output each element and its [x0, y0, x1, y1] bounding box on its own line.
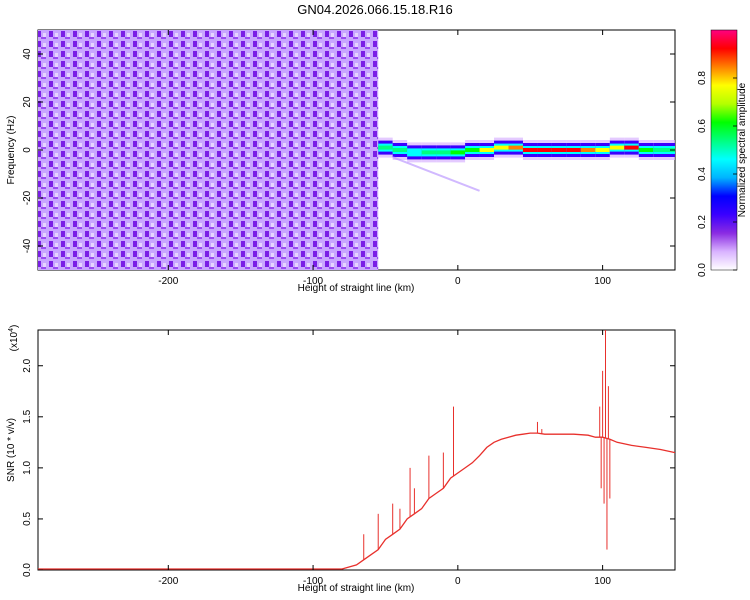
signal-band-core [624, 145, 639, 150]
colorbar-tick-label: 0.0 [697, 263, 708, 277]
signal-band-core [421, 150, 437, 155]
x-tick-label: 0 [455, 276, 461, 287]
signal-band-core [508, 145, 523, 150]
signal-band-core [551, 148, 567, 152]
spectrogram-y-label: Frequency (Hz) [6, 116, 17, 185]
snr-y-label: SNR (10 * v/v) [6, 418, 17, 482]
y-tick-label: 40 [22, 48, 33, 60]
y-tick-label: 0.5 [22, 512, 33, 526]
x-tick-label: -100 [303, 576, 323, 587]
x-tick-label: 0 [455, 576, 461, 587]
signal-band-core [494, 145, 509, 150]
signal-band-core [378, 145, 393, 150]
signal-band-core [522, 148, 538, 152]
signal-band-core [566, 148, 581, 152]
x-tick-label: -100 [303, 276, 323, 287]
y-tick-label: -20 [22, 190, 33, 205]
figure-title: GN04.2026.066.15.18.R16 [297, 2, 453, 17]
signal-band-core [595, 148, 610, 152]
colorbar-tick-label: 0.6 [697, 119, 708, 133]
spectrogram-y-ticks: -40 -20 0 20 40 [22, 48, 675, 253]
signal-band-core [392, 148, 408, 152]
signal-band-core [537, 148, 552, 152]
colorbar-bar [710, 29, 738, 271]
snr-line [38, 432, 676, 570]
x-tick-label: 100 [594, 276, 611, 287]
signal-band-core [653, 148, 675, 152]
colorbar-label: Normalized spectral amplitude [737, 82, 748, 217]
signal-band-core [638, 148, 654, 152]
spectrogram-x-ticks: -200 -100 0 100 [158, 30, 611, 287]
x-tick-label: 100 [594, 576, 611, 587]
y-tick-label: 0.0 [22, 563, 33, 577]
signal-tail [392, 156, 480, 192]
y-tick-label: 2.0 [22, 358, 33, 372]
colorbar-ticks: 0.0 0.2 0.4 0.6 0.8 [697, 71, 737, 277]
y-tick-label: 1.0 [22, 460, 33, 474]
x-tick-label: -200 [158, 276, 178, 287]
x-tick-label: -200 [158, 576, 178, 587]
signal-band-core [479, 148, 495, 152]
signal-band-core [465, 148, 480, 152]
spectrogram-x-label: Height of straight line (km) [298, 283, 415, 294]
colorbar-tick-label: 0.8 [697, 71, 708, 85]
signal-track [378, 137, 675, 192]
colorbar-tick-label: 0.2 [697, 215, 708, 229]
signal-band-core [580, 148, 596, 152]
snr-x-ticks: -200 -100 0 100 [158, 330, 611, 587]
snr-series [38, 330, 676, 570]
y-tick-label: 1.5 [22, 409, 33, 423]
y-tick-label: 0 [22, 147, 33, 153]
signal-band-core [609, 145, 625, 150]
snr-y-multiplier: (x104) [8, 325, 20, 352]
noise-region [38, 30, 379, 270]
snr-panel: -200 -100 0 100 0.0 0.5 1.0 1.5 2.0 Height of s… [6, 325, 676, 594]
snr-x-label: Height of straight line (km) [298, 583, 415, 594]
signal-band-core [407, 150, 422, 155]
colorbar: 0.0 0.2 0.4 0.6 0.8 Normalized spectral ampl… [697, 29, 748, 277]
signal-band-core [436, 150, 451, 155]
snr-y-ticks: 0.0 0.5 1.0 1.5 2.0 [22, 358, 675, 577]
snr-frame [37, 329, 676, 571]
y-tick-label: 20 [22, 96, 33, 108]
colorbar-tick-label: 0.4 [697, 167, 708, 181]
signal-band-core [450, 150, 466, 155]
y-tick-label: -40 [22, 238, 33, 253]
